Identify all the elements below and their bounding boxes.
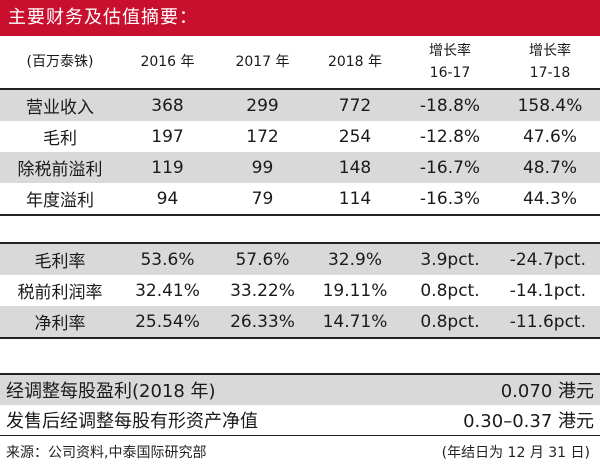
per-share-summary: 经调整每股盈利(2018 年) 0.070 港元 发售后经调整每股有形资产净值 … — [0, 373, 600, 436]
growth-16-17-header-line1: 增长率 — [429, 43, 471, 59]
year-2016-header: 2016 年 — [140, 54, 195, 70]
cell-2016: 119 — [151, 157, 184, 178]
cell-2018: 254 — [338, 126, 372, 147]
cell-2017: 79 — [251, 188, 274, 209]
cell-2018: 772 — [338, 95, 372, 116]
cell-growth-16-17: 3.9pct. — [420, 249, 480, 270]
page-title: 主要财务及估值摘要： — [0, 0, 600, 36]
table-row: 营业收入 368 299 772 -18.8% 158.4% — [0, 89, 600, 121]
year-2018-header: 2018 年 — [327, 54, 383, 70]
section-gap — [0, 215, 600, 243]
cell-2016: 197 — [151, 126, 184, 147]
eps-label: 经调整每股盈利(2018 年) — [6, 381, 216, 402]
cell-2018: 14.71% — [322, 311, 388, 332]
cell-2017: 99 — [251, 157, 274, 178]
cell-growth-16-17: -16.3% — [419, 188, 481, 209]
year-end-note: (年结日为 12 月 31 日) — [441, 445, 590, 461]
table-row: 毛利 197 172 254 -12.8% 47.6% — [0, 121, 600, 152]
table-row: 除税前溢利 119 99 148 -16.7% 48.7% — [0, 152, 600, 183]
cell-growth-17-18: 44.3% — [522, 188, 577, 209]
cell-2016: 25.54% — [135, 311, 200, 332]
cell-growth-16-17: 0.8pct. — [420, 311, 480, 332]
nav-label: 发售后经调整每股有形资产净值 — [6, 411, 258, 432]
cell-2018: 32.9% — [327, 249, 382, 270]
table-row: 年度溢利 94 79 114 -16.3% 44.3% — [0, 183, 600, 215]
unit-header: (百万泰铢) — [26, 54, 94, 70]
cell-2018: 114 — [338, 188, 372, 209]
growth-17-18-header-line2: 17-18 — [529, 65, 571, 81]
cell-2016: 53.6% — [140, 249, 195, 270]
row-label: 税前利润率 — [17, 283, 103, 303]
nav-row: 发售后经调整每股有形资产净值 0.30–0.37 港元 — [0, 405, 600, 436]
cell-growth-16-17: -18.8% — [419, 95, 481, 116]
cell-2017: 26.33% — [230, 311, 295, 332]
cell-growth-16-17: -16.7% — [419, 157, 481, 178]
cell-2018: 148 — [338, 157, 372, 178]
row-label: 除税前溢利 — [17, 160, 103, 180]
row-label: 年度溢利 — [26, 191, 94, 211]
growth-17-18-header-line1: 增长率 — [529, 43, 571, 59]
footer: 来源：公司资料,中泰国际研究部 (年结日为 12 月 31 日) — [0, 436, 600, 462]
cell-2016: 368 — [151, 95, 184, 116]
cell-2016: 32.41% — [135, 280, 200, 301]
growth-16-17-header-line2: 16-17 — [429, 65, 471, 81]
nav-value: 0.30–0.37 港元 — [463, 411, 594, 432]
cell-growth-17-18: -24.7pct. — [509, 249, 586, 270]
cell-2017: 299 — [246, 95, 279, 116]
growth-17-18-header: 增长率 17-18 — [500, 36, 600, 89]
cell-growth-17-18: 158.4% — [517, 95, 583, 116]
table-row: 净利率 25.54% 26.33% 14.71% 0.8pct. -11.6pc… — [0, 306, 600, 338]
row-label: 毛利率 — [34, 252, 86, 272]
source-note: 来源：公司资料,中泰国际研究部 — [6, 445, 207, 461]
cell-growth-17-18: 47.6% — [522, 126, 577, 147]
row-label: 净利率 — [34, 314, 86, 334]
table-row: 税前利润率 32.41% 33.22% 19.11% 0.8pct. -14.1… — [0, 275, 600, 306]
eps-row: 经调整每股盈利(2018 年) 0.070 港元 — [0, 373, 600, 405]
growth-16-17-header: 增长率 16-17 — [400, 36, 500, 89]
cell-2016: 94 — [156, 188, 179, 209]
cell-growth-17-18: 48.7% — [522, 157, 577, 178]
cell-2017: 172 — [246, 126, 279, 147]
cell-growth-16-17: -12.8% — [419, 126, 481, 147]
cell-growth-17-18: -11.6pct. — [509, 311, 586, 332]
eps-value: 0.070 港元 — [500, 381, 594, 402]
table-row: 毛利率 53.6% 57.6% 32.9% 3.9pct. -24.7pct. — [0, 243, 600, 275]
cell-growth-16-17: 0.8pct. — [420, 280, 480, 301]
cell-2017: 33.22% — [230, 280, 295, 301]
row-label: 营业收入 — [26, 98, 94, 118]
cell-growth-17-18: -14.1pct. — [509, 280, 586, 301]
cell-2018: 19.11% — [322, 280, 388, 301]
row-label: 毛利 — [43, 129, 77, 149]
table-header-row: (百万泰铢) 2016 年 2017 年 2018 年 增长率 16-17 增长… — [0, 36, 600, 89]
cell-2017: 57.6% — [235, 249, 290, 270]
financial-summary-table: (百万泰铢) 2016 年 2017 年 2018 年 增长率 16-17 增长… — [0, 36, 600, 339]
year-2017-header: 2017 年 — [235, 54, 290, 70]
